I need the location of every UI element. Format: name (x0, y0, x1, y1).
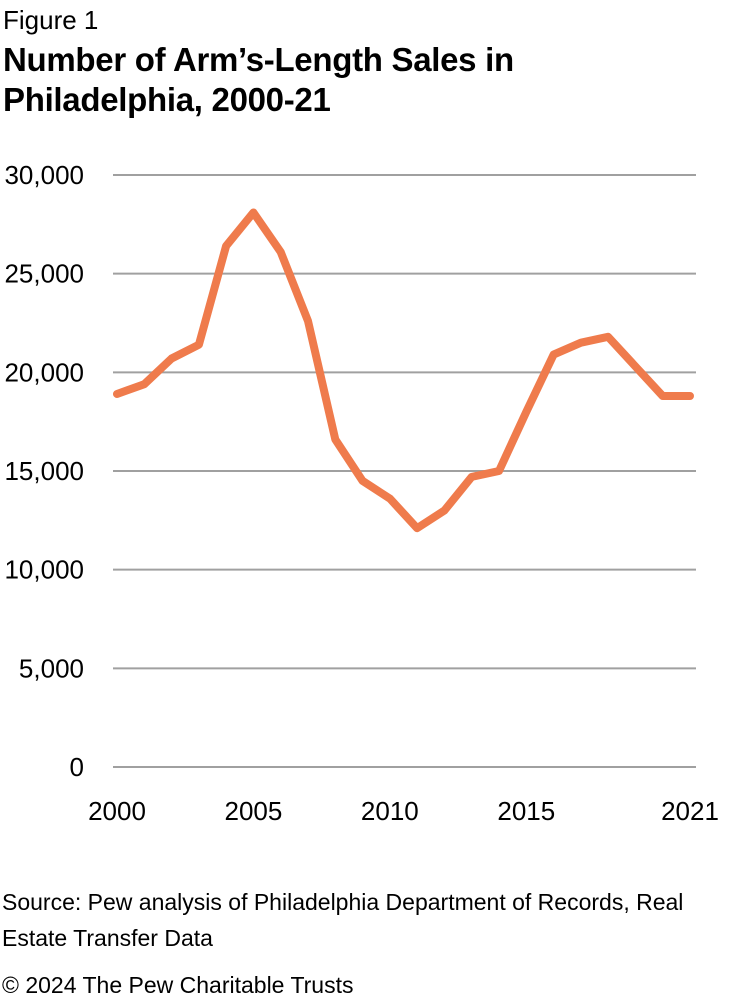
sales-trend-line (113, 208, 694, 533)
y-axis-tick-label: 15,000 (4, 456, 84, 486)
y-axis-tick-label: 10,000 (4, 555, 84, 585)
source-note-line1: Source: Pew analysis of Philadelphia Dep… (2, 889, 684, 915)
arms-length-sales-line-chart: 0 5,000 10,000 15,000 20,000 25,000 30,000 2000… (4, 160, 719, 826)
source-note: Source: Pew analysis of Philadelphia Dep… (2, 884, 714, 956)
figure-label: Figure 1 (3, 5, 99, 35)
copyright-note: © 2024 The Pew Charitable Trusts (2, 972, 354, 998)
x-axis-tick-label: 2010 (361, 796, 419, 826)
y-axis-tick-label: 0 (70, 752, 84, 782)
x-axis-tick-label: 2021 (661, 796, 719, 826)
source-note-line2: Estate Transfer Data (2, 925, 213, 951)
y-axis-tick-label: 25,000 (4, 259, 84, 289)
x-axis-tick-label: 2005 (225, 796, 283, 826)
chart-title: Number of Arm’s-Length Sales in Philadel… (3, 41, 514, 118)
y-axis-tick-label: 5,000 (19, 653, 84, 683)
x-axis-tick-label: 2000 (88, 796, 146, 826)
x-axis-tick-label: 2015 (497, 796, 555, 826)
y-axis-tick-label: 30,000 (4, 160, 84, 190)
y-axis-tick-label: 20,000 (4, 357, 84, 387)
